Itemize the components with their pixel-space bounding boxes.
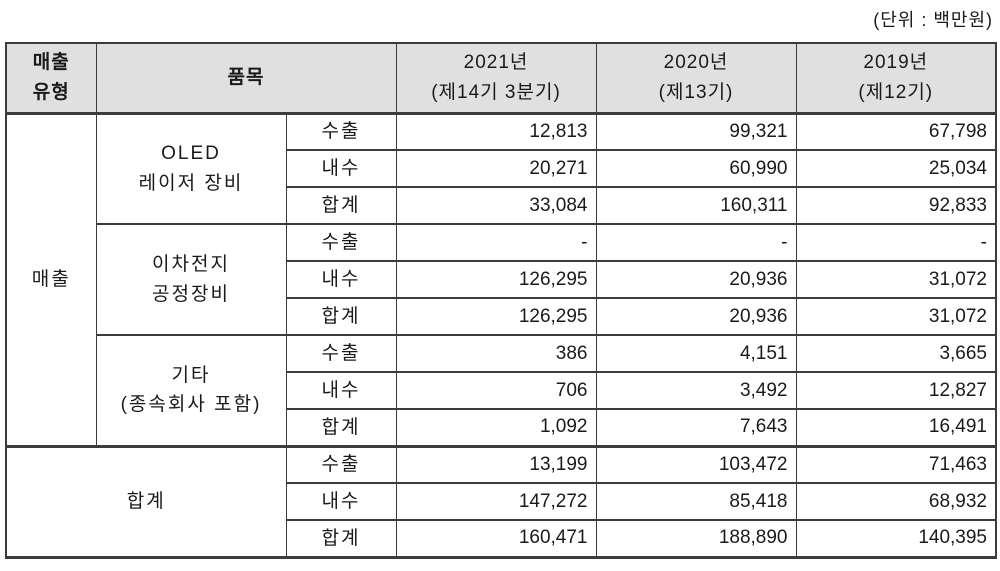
category-oled-line1: OLED [161,143,221,165]
value-cell-2019: 67,798 [795,112,997,151]
value-cell-2019: 92,833 [795,186,997,225]
table-row: 합계 수출 13,199 103,472 71,463 [5,444,997,558]
year-2020-label: 2020년 [663,52,729,74]
value-cell-2020: 103,472 [595,444,797,484]
value-cell-2021: 160,471 [395,519,597,558]
header-sales-type-line1: 매출 [32,52,70,74]
table-row: 합계 160,471 188,890 140,395 [6,519,997,558]
value-cell-2019: 16,491 [795,408,997,447]
value-cell-2020: 85,418 [595,482,797,521]
table-body: 매출 OLED 레이저 장비 수출 12,813 99,321 67,798 내… [5,112,997,558]
table-row: 내수 706 3,492 12,827 [6,371,997,410]
header-cell-year-2019: 2019년 (제12기) [795,42,997,115]
value-cell-2020: 20,936 [595,297,797,336]
channel-cell: 수출 [285,334,397,373]
value-cell-2021: 13,199 [395,444,597,484]
value-cell-2019: 3,665 [795,334,997,373]
value-cell-2020: 99,321 [595,112,797,151]
channel-cell: 내수 [285,260,397,299]
value-cell-2020: - [595,223,797,262]
sales-type-cell: 매출 [5,112,97,447]
value-cell-2021: 1,092 [395,408,597,447]
table-row: 매출 OLED 레이저 장비 수출 12,813 99,321 67,798 [5,112,997,447]
value-cell-2021: 706 [395,371,597,410]
value-cell-2021: 20,271 [395,149,597,188]
table-row: 이차전지 공정장비 수출 - - - [6,223,997,336]
value-cell-2020: 3,492 [595,371,797,410]
category-battery-line1: 이차전지 [152,254,230,276]
channel-cell: 내수 [285,482,397,521]
channel-cell: 내수 [285,149,397,188]
header-cell-item: 품목 [95,42,397,115]
value-cell-2019: - [795,223,997,262]
channel-cell: 합계 [285,408,397,447]
table-row: 내수 147,272 85,418 68,932 [6,482,997,521]
category-cell-oled: OLED 레이저 장비 [95,112,287,225]
table-row: 합계 1,092 7,643 16,491 [6,408,997,447]
value-cell-2019: 12,827 [795,371,997,410]
channel-cell: 수출 [285,444,397,484]
value-cell-2021: 126,295 [395,297,597,336]
value-cell-2019: 140,395 [795,519,997,558]
value-cell-2019: 25,034 [795,149,997,188]
header-row: 매출 유형 품목 2021년 (제14기 3분기) 2020년 (제13기) 2… [5,42,997,115]
channel-cell: 합계 [285,186,397,225]
year-2021-period: (제14기 3분기) [431,81,561,103]
header-cell-year-2021: 2021년 (제14기 3분기) [395,42,597,115]
channel-cell: 합계 [285,519,397,558]
header-cell-year-2020: 2020년 (제13기) [595,42,797,115]
category-other-line2: (종속회사 포함) [120,394,262,416]
value-cell-2019: 31,072 [795,260,997,299]
year-2021-label: 2021년 [463,52,529,74]
table-row: 기타 (종속회사 포함) 수출 386 4,151 3,665 [6,334,997,447]
channel-cell: 내수 [285,371,397,410]
category-oled-line2: 레이저 장비 [138,172,244,194]
value-cell-2019: 71,463 [795,444,997,484]
header-cell-sales-type: 매출 유형 [5,42,97,115]
value-cell-2021: - [395,223,597,262]
value-cell-2021: 126,295 [395,260,597,299]
value-cell-2021: 12,813 [395,112,597,151]
channel-cell: 합계 [285,297,397,336]
value-cell-2020: 160,311 [595,186,797,225]
value-cell-2021: 147,272 [395,482,597,521]
value-cell-2020: 20,936 [595,260,797,299]
channel-cell: 수출 [285,112,397,151]
channel-cell: 수출 [285,223,397,262]
value-cell-2019: 31,072 [795,297,997,336]
value-cell-2020: 7,643 [595,408,797,447]
year-2020-period: (제13기) [658,81,734,103]
value-cell-2020: 4,151 [595,334,797,373]
value-cell-2021: 386 [395,334,597,373]
category-cell-battery: 이차전지 공정장비 [95,223,287,336]
unit-label: (단위 : 백만원) [873,10,993,30]
header-sales-type-line2: 유형 [32,81,70,103]
year-2019-period: (제12기) [858,81,934,103]
table-row: 합계 33,084 160,311 92,833 [6,186,997,225]
value-cell-2021: 33,084 [395,186,597,225]
table-row: 내수 126,295 20,936 31,072 [6,260,997,299]
value-cell-2019: 68,932 [795,482,997,521]
category-other-line1: 기타 [171,364,211,386]
table-row: 합계 126,295 20,936 31,072 [6,297,997,336]
category-cell-other: 기타 (종속회사 포함) [95,334,287,447]
table-header: 매출 유형 품목 2021년 (제14기 3분기) 2020년 (제13기) 2… [5,42,997,115]
value-cell-2020: 188,890 [595,519,797,558]
category-battery-line2: 공정장비 [152,283,230,305]
table-row: 내수 20,271 60,990 25,034 [6,149,997,188]
year-2019-label: 2019년 [863,52,929,74]
sales-table: 매출 유형 품목 2021년 (제14기 3분기) 2020년 (제13기) 2… [5,42,997,559]
total-label-cell: 합계 [5,444,287,558]
value-cell-2020: 60,990 [595,149,797,188]
